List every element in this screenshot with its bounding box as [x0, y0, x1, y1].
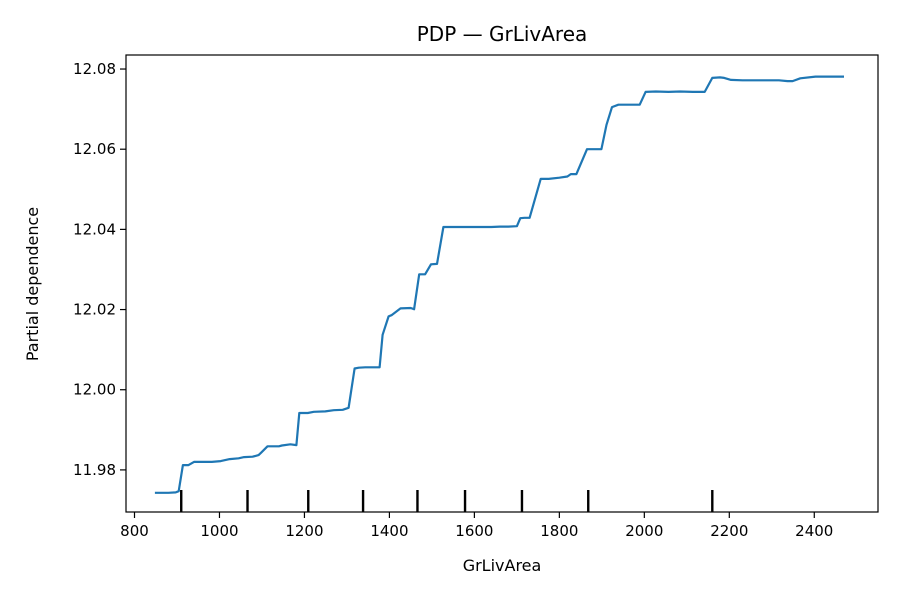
plot-frame	[125, 54, 879, 513]
y-tick-label: 12.00	[73, 381, 116, 399]
y-tick-label: 12.08	[73, 60, 116, 78]
chart-title: PDP — GrLivArea	[417, 22, 588, 46]
x-tick-label: 1400	[370, 522, 408, 540]
x-tick-label: 1800	[540, 522, 578, 540]
y-tick-label: 12.02	[73, 301, 116, 319]
x-tick-label: 2400	[795, 522, 833, 540]
y-tick-label: 12.04	[73, 220, 116, 238]
x-tick-label: 1000	[200, 522, 238, 540]
y-axis-label: Partial dependence	[23, 207, 42, 361]
y-tick-label: 11.98	[73, 461, 116, 479]
x-tick-label: 1600	[455, 522, 493, 540]
x-tick-label: 1200	[285, 522, 323, 540]
x-tick-label: 2000	[625, 522, 663, 540]
pdp-line	[154, 75, 844, 494]
x-tick-label: 2200	[710, 522, 748, 540]
x-axis-label: GrLivArea	[463, 556, 542, 575]
y-tick-label: 12.06	[73, 140, 116, 158]
x-tick-label: 800	[120, 522, 149, 540]
